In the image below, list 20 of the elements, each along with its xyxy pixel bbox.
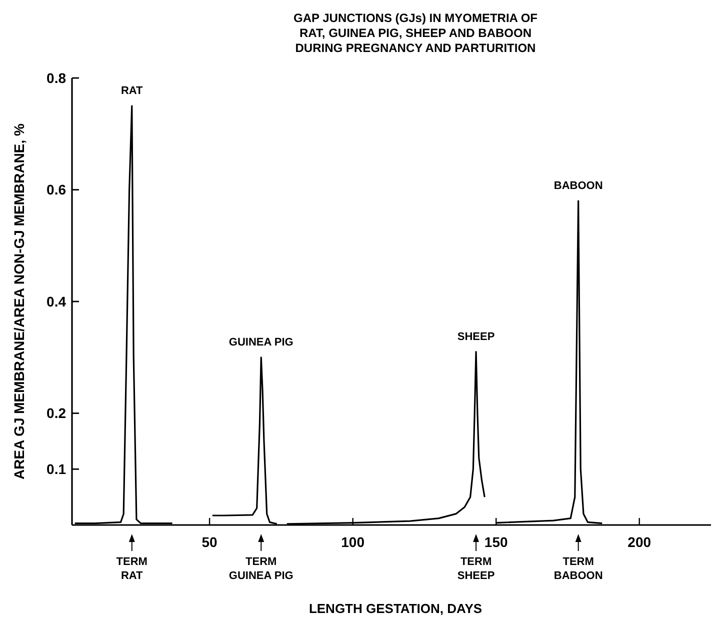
text: TERM SHEEP [457,556,495,582]
y-tick-label: 0.4 [46,293,66,310]
y-axis-title: AREA GJ MEMBRANE/AREA NON-GJ MEMBRANE, % [11,122,27,480]
y-tick-label: 0.8 [46,70,66,86]
x-axis-title: LENGTH GESTATION, DAYS [308,601,482,616]
series-label: SHEEP [457,330,495,343]
text: TERM RAT [116,556,148,582]
x-tick-label: 150 [484,534,508,550]
series-label: BABOON [554,180,603,192]
x-tick-label: 200 [628,534,652,550]
y-tick-label: 0.1 [46,461,66,478]
series-label: RAT [120,84,144,97]
series-label: GUINEA PIG [228,336,294,348]
x-tick-label: 50 [202,534,218,550]
text: TERM BABOON [554,556,603,582]
text: TERM GUINEA PIG [228,556,294,582]
x-tick-label: 100 [341,534,365,550]
y-tick-label: 0.6 [46,182,66,198]
chart-title: GAP JUNCTIONS (GJs) IN MYOMETRIA OF RAT, GUINEA PIG, SHEEP AND BABOON DURING PREGNANCY AND PARTURITION [293,11,538,55]
y-tick-label: 0.2 [46,405,66,422]
